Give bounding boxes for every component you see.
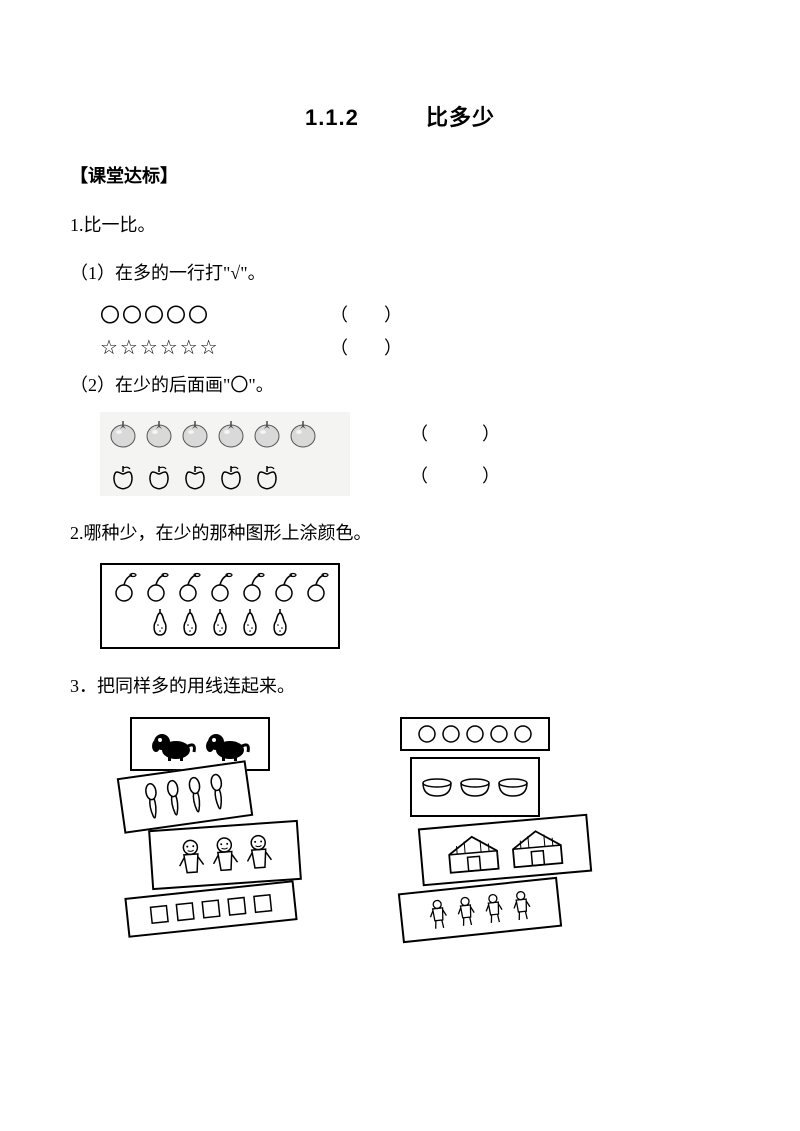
card-pins-item [206,771,229,813]
card-circles-item [417,724,437,744]
card-squares-item [251,891,275,915]
q1-circles-row: 〇〇〇〇〇 （ ） [100,299,730,328]
apple-row: （ ） [100,454,730,496]
left-stack [120,717,350,967]
card-kids-item [243,832,276,874]
apple-icon [144,460,174,490]
q1-sub2: （2）在少的后面画"〇"。 [70,366,730,406]
cherry-icon [206,571,234,603]
bowl-icon [496,776,530,798]
cherry-icon [174,571,202,603]
q1-sub1: （1）在多的一行打"√"。 [70,254,730,294]
paren-stars: （ ） [330,334,402,360]
card-people [398,877,562,943]
cherry-icon [238,571,266,603]
card-people-item [427,897,450,931]
tomato-icon [144,418,174,448]
apple-icon [108,460,138,490]
tomato-icon [108,418,138,448]
apple-box [100,454,350,496]
card-circles-item [465,724,485,744]
card-circles-item [513,724,533,744]
q3-label: 3．把同样多的用线连起来。 [70,667,730,707]
card-squares-item [173,900,197,924]
section-header: 【课堂达标】 [70,162,730,188]
worksheet-page: 1.1.2 比多少 【课堂达标】 1.比一比。 （1）在多的一行打"√"。 〇〇… [0,0,800,1027]
card-squares-item [225,894,249,918]
page-title: 1.1.2 比多少 [70,100,730,132]
q1-label: 1.比一比。 [70,206,730,246]
pear-icon [147,605,173,639]
cherry-icon [302,571,330,603]
paren-circles: （ ） [330,301,402,327]
cherry-icon [270,571,298,603]
card-kids-item [209,834,242,876]
title-text: 比多少 [426,105,495,130]
title-number: 1.1.2 [305,105,359,130]
paren-apple: （ ） [410,462,500,488]
tomato-row: （ ） [100,412,730,454]
pear-icon [177,605,203,639]
card-pins [117,760,254,834]
card-houses-item [505,823,569,872]
card-houses-item [441,828,505,877]
cherry-icon [110,571,138,603]
cherry-icon [142,571,170,603]
card-squares-item [199,897,223,921]
bowl-icon [420,776,454,798]
card-pins-item [184,774,207,816]
paren-tomato: （ ） [410,420,500,446]
card-people-item [482,892,505,926]
card-bowls [410,757,540,817]
pear-row [110,605,330,639]
card-circles-item [441,724,461,744]
card-kids [148,820,302,890]
card-squares [124,880,297,938]
q2-label: 2.哪种少，在少的那种图形上涂颜色。 [70,514,730,554]
pear-icon [267,605,293,639]
card-people-item [454,894,477,928]
card-dogs-item [202,724,252,764]
tomato-icon [216,418,246,448]
cherry-row [110,571,330,603]
stars-shapes: ☆☆☆☆☆☆ [100,335,330,360]
card-pins-item [141,781,164,823]
apple-icon [252,460,282,490]
card-houses [418,814,592,887]
tomato-icon [288,418,318,448]
q1-stars-row: ☆☆☆☆☆☆ （ ） [100,334,730,360]
circles-shapes: 〇〇〇〇〇 [100,299,330,328]
card-pins-item [162,777,185,819]
card-people-item [510,889,533,923]
card-dogs [130,717,270,771]
tomato-box [100,412,350,454]
apple-icon [216,460,246,490]
q2-box [100,563,340,649]
apple-icon [180,460,210,490]
q3-wrap [120,717,730,967]
pear-icon [237,605,263,639]
tomato-icon [180,418,210,448]
right-stack [380,717,610,967]
card-kids-item [175,836,208,878]
card-circles-item [489,724,509,744]
tomato-icon [252,418,282,448]
bowl-icon [458,776,492,798]
card-dogs-item [148,724,198,764]
card-squares-item [147,902,171,926]
pear-icon [207,605,233,639]
card-circles [400,717,550,751]
